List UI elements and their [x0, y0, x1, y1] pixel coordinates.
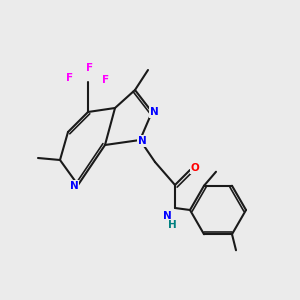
Text: N: N — [70, 181, 78, 191]
Text: N: N — [150, 107, 158, 117]
Text: F: F — [66, 73, 74, 83]
Text: N: N — [163, 211, 171, 221]
Text: O: O — [190, 163, 200, 173]
Text: N: N — [138, 136, 146, 146]
Text: F: F — [86, 63, 94, 73]
Text: H: H — [168, 220, 176, 230]
Text: F: F — [102, 75, 110, 85]
